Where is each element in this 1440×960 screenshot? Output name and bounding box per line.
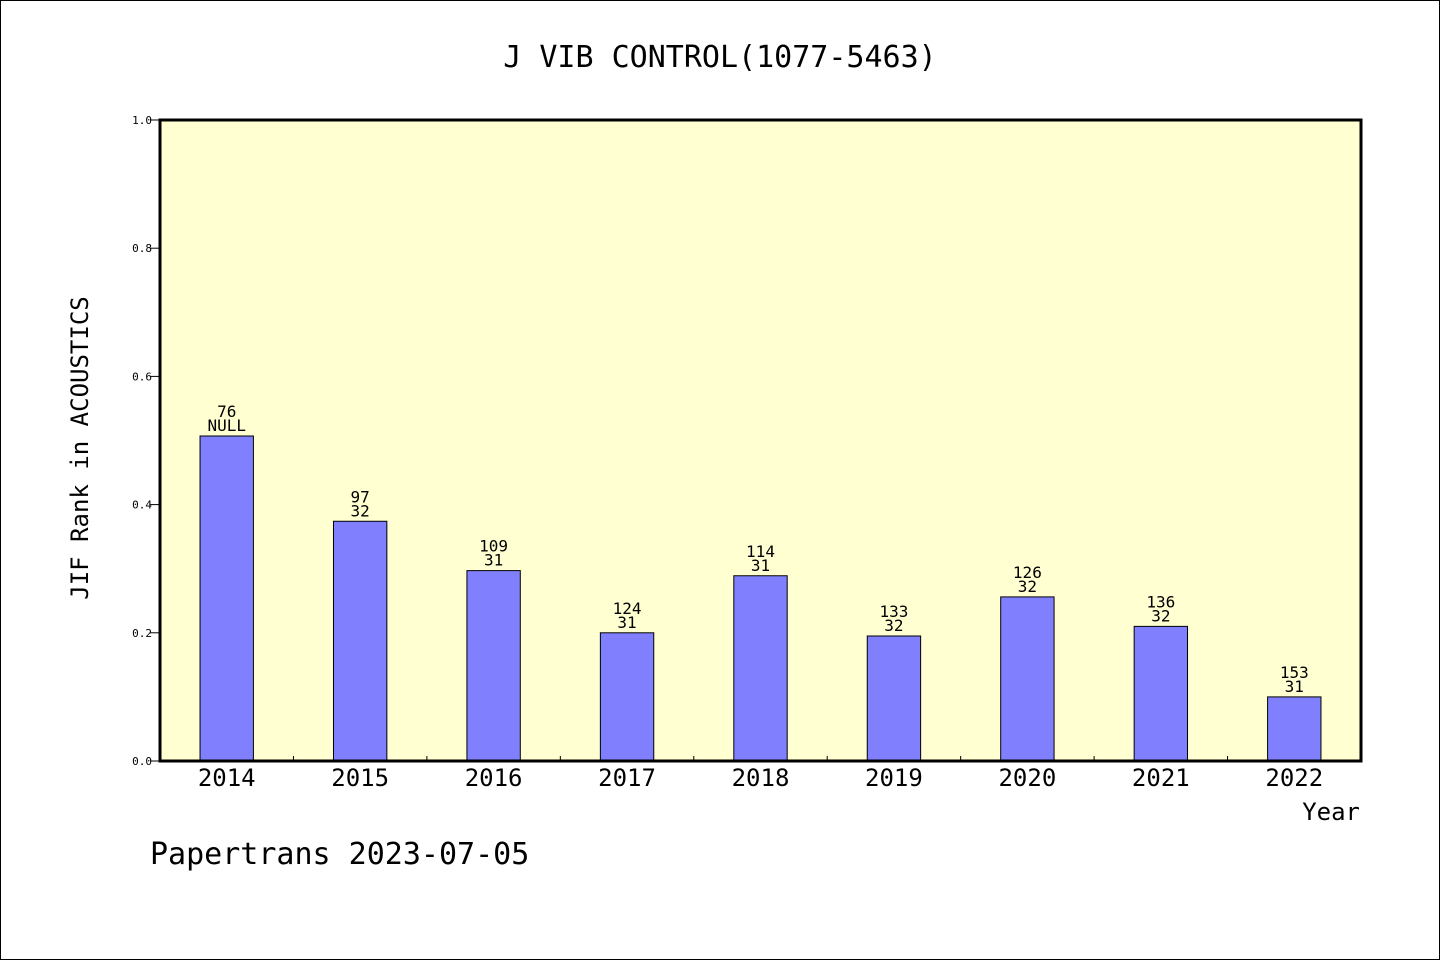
y-axis: 0.0 0.2 0.4 0.6 0.8 1.0 bbox=[132, 114, 160, 768]
bar-2018 bbox=[733, 575, 788, 762]
x-tick-label: 2014 bbox=[198, 764, 256, 792]
bar-rank-label: 133 bbox=[879, 602, 908, 621]
x-tick-label: 2018 bbox=[732, 764, 790, 792]
y-tick-label: 0.4 bbox=[132, 499, 152, 512]
bar-2020 bbox=[1000, 596, 1055, 762]
bar-rank-label: 153 bbox=[1280, 663, 1309, 682]
x-tick-label: 2021 bbox=[1132, 764, 1190, 792]
x-tick-label: 2022 bbox=[1265, 764, 1323, 792]
bar-2015 bbox=[332, 520, 388, 762]
footer-text: Papertrans 2023-07-05 bbox=[150, 837, 529, 872]
y-tick-label: 0.6 bbox=[132, 370, 152, 383]
x-tick-label: 2019 bbox=[865, 764, 923, 792]
bar-rank-label: 136 bbox=[1146, 592, 1175, 611]
chart-title: J VIB CONTROL(1077-5463) bbox=[503, 40, 936, 75]
bar-total-label: NULL bbox=[207, 416, 246, 435]
bars: 76NULL9732109311243111431133321263213632… bbox=[199, 402, 1322, 762]
bar-2017 bbox=[599, 632, 655, 762]
y-tick-label: 0.8 bbox=[132, 242, 152, 255]
bar-2021 bbox=[1133, 625, 1189, 762]
bar-rank-label: 114 bbox=[746, 542, 775, 561]
y-tick-label: 1.0 bbox=[132, 114, 152, 127]
bar-2019 bbox=[866, 635, 922, 762]
x-tick-label: 2020 bbox=[998, 764, 1056, 792]
y-tick-label: 0.0 bbox=[132, 755, 152, 768]
bar-rank-label: 124 bbox=[613, 599, 642, 618]
y-axis-label: JIF Rank in ACOUSTICS bbox=[66, 296, 94, 599]
x-axis-label: Year bbox=[1302, 798, 1360, 826]
x-tick-label: 2015 bbox=[331, 764, 389, 792]
bar-rank-label: 76 bbox=[217, 402, 236, 421]
bar-rank-label: 126 bbox=[1013, 563, 1042, 582]
bar-total-label: 31 bbox=[484, 551, 503, 570]
x-tick-label: 2017 bbox=[598, 764, 656, 792]
bar-total-label: 31 bbox=[617, 613, 636, 632]
bar-2016 bbox=[466, 570, 521, 762]
x-tick-label: 2016 bbox=[465, 764, 523, 792]
bar-2014 bbox=[199, 435, 254, 762]
bar-rank-label: 97 bbox=[351, 487, 370, 506]
y-tick-label: 0.2 bbox=[132, 627, 152, 640]
bar-total-label: 32 bbox=[351, 501, 370, 520]
bar-total-label: 31 bbox=[751, 556, 770, 575]
bar-total-label: 32 bbox=[1018, 577, 1037, 596]
plot-border bbox=[158, 118, 1363, 763]
bar-2022 bbox=[1267, 696, 1322, 762]
x-axis: 2014 2015 2016 2017 2018 2019 2020 2021 2022 bbox=[198, 756, 1323, 792]
bar-total-label: 31 bbox=[1285, 677, 1304, 696]
bar-total-label: 32 bbox=[884, 616, 903, 635]
bar-total-label: 32 bbox=[1151, 606, 1170, 625]
bar-rank-label: 109 bbox=[479, 537, 508, 556]
